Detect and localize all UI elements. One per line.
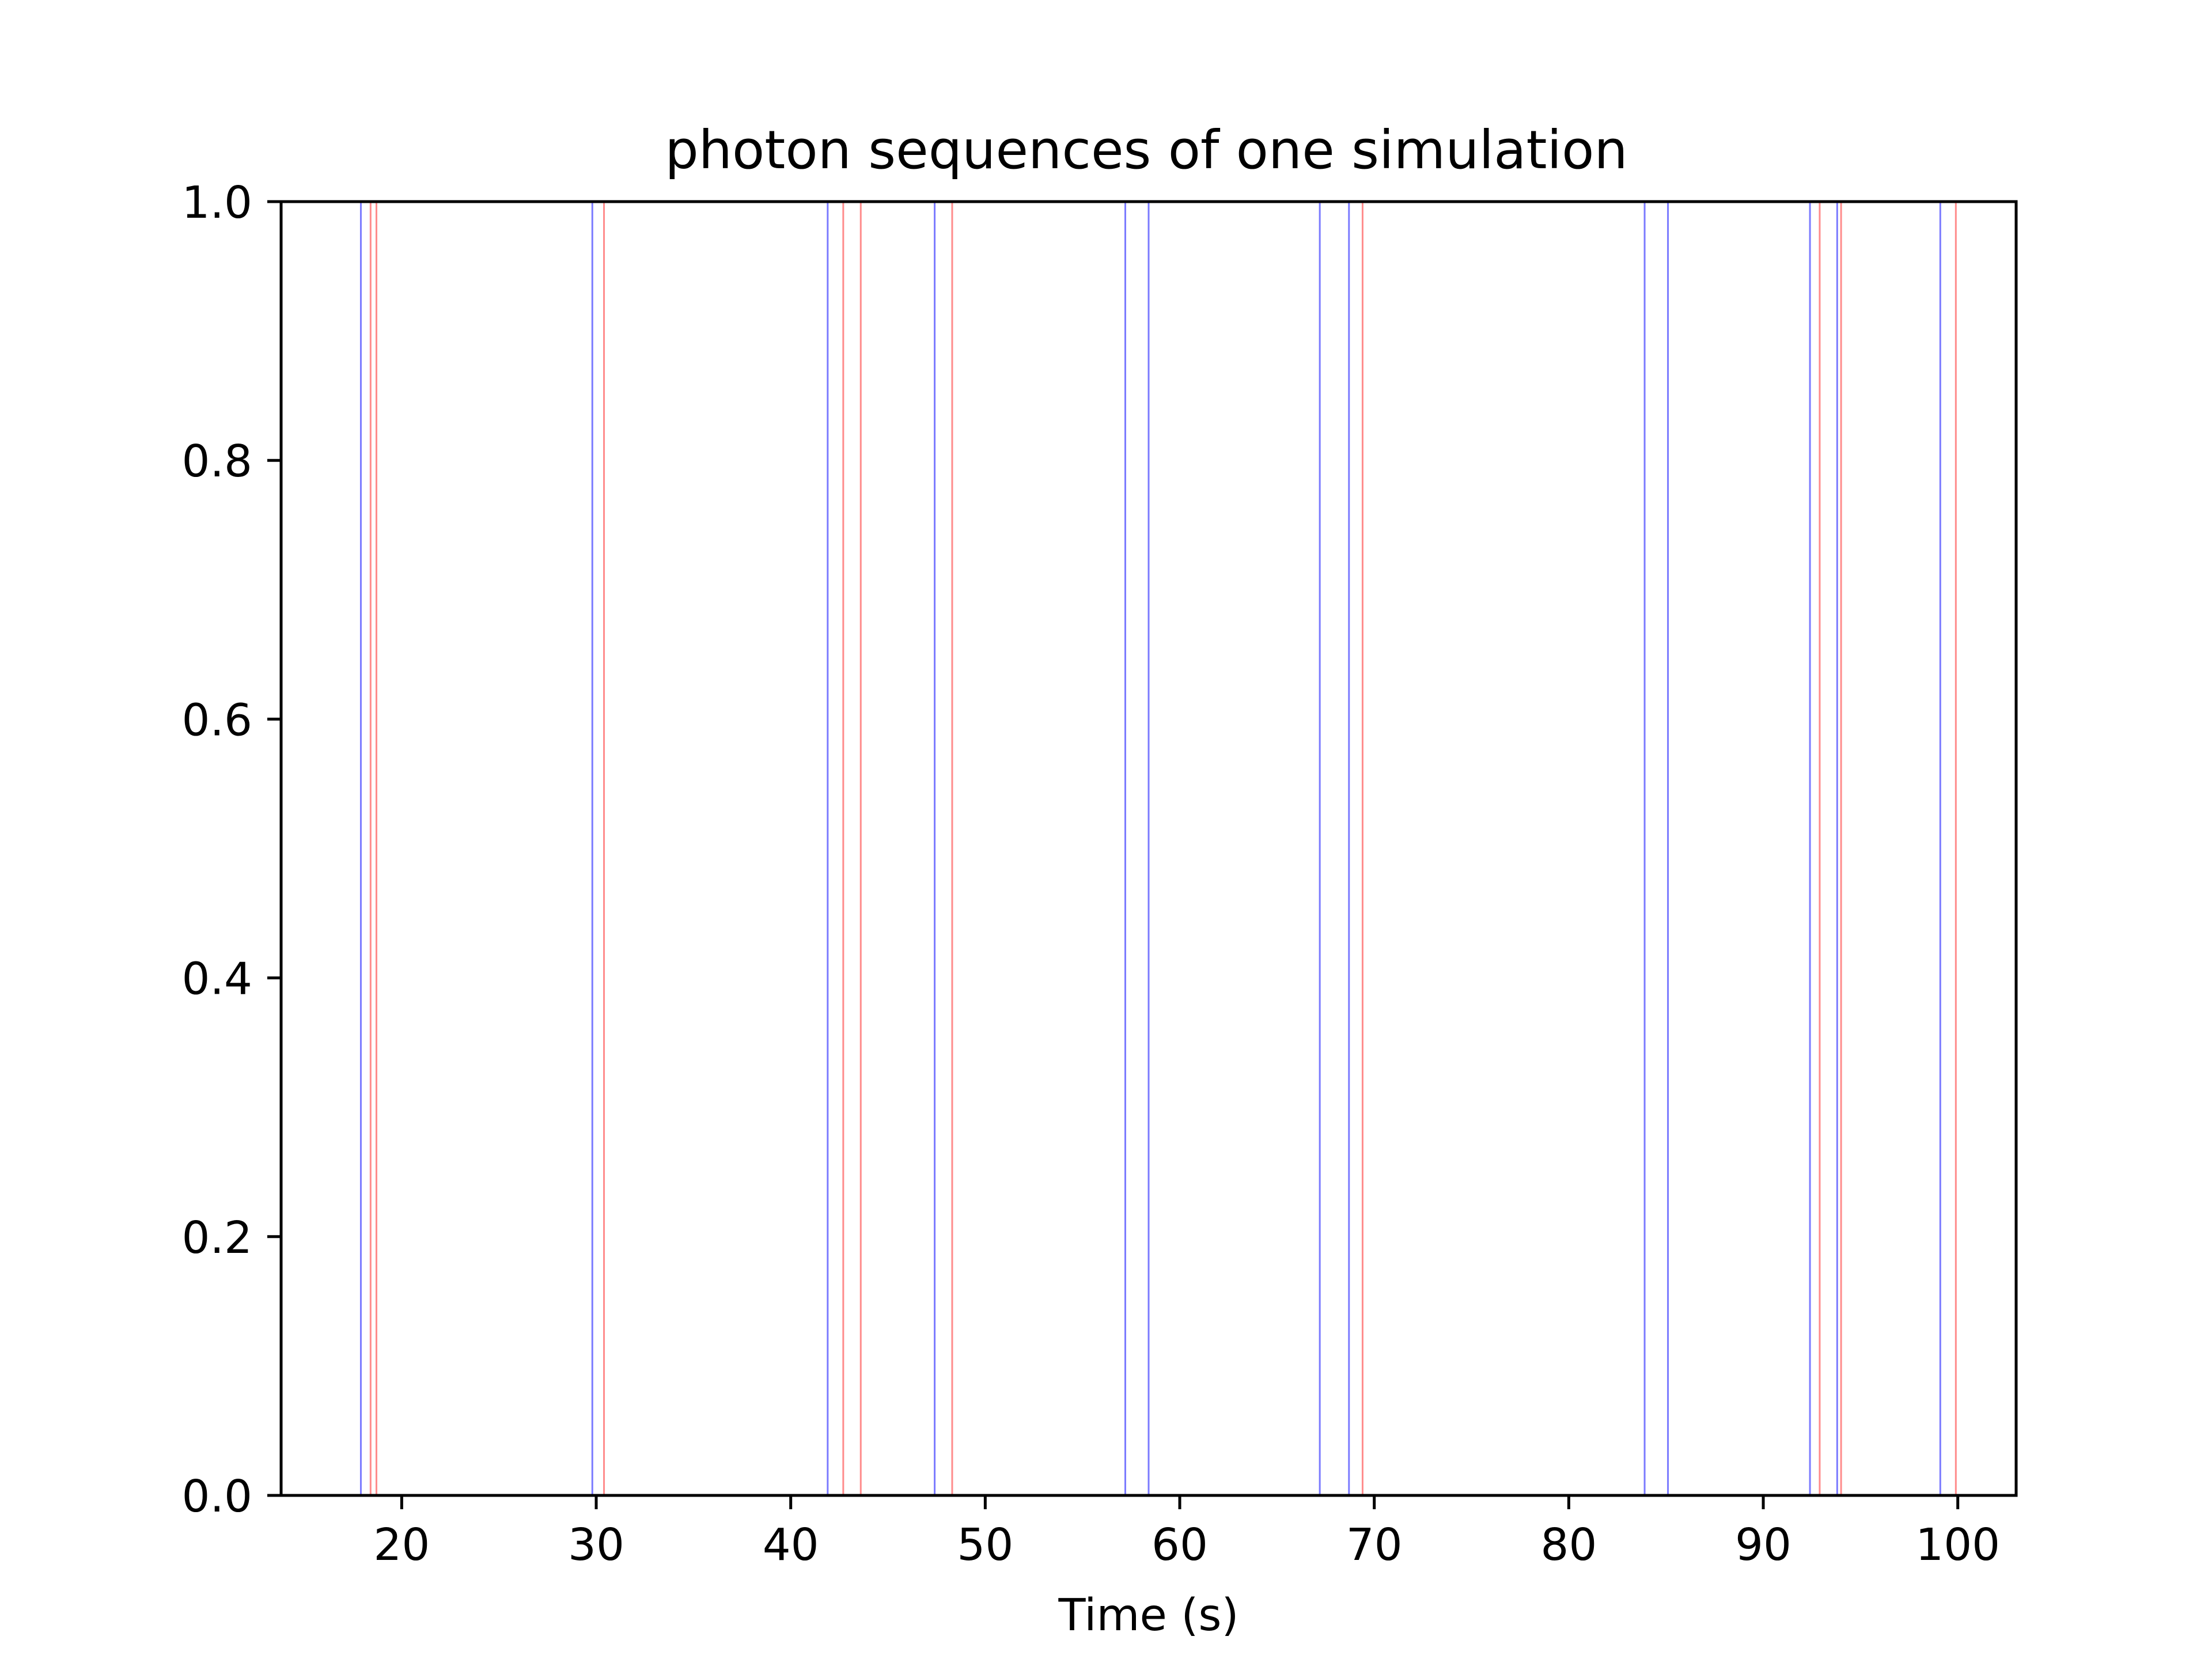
y-tick-label: 0.2 bbox=[182, 1213, 252, 1264]
y-tick-label: 0.4 bbox=[182, 954, 252, 1005]
y-tick-label: 0.0 bbox=[182, 1471, 252, 1522]
x-tick-label: 90 bbox=[1735, 1520, 1791, 1571]
x-tick-label: 20 bbox=[373, 1520, 430, 1571]
x-tick-label: 70 bbox=[1346, 1520, 1403, 1571]
y-tick-label: 1.0 bbox=[182, 177, 252, 229]
y-tick-label: 0.6 bbox=[182, 695, 252, 746]
y-axis-ticks: 0.0 0.2 0.4 0.6 0.8 1.0 bbox=[182, 177, 281, 1522]
x-tick-label: 50 bbox=[957, 1520, 1013, 1571]
event-lines bbox=[359, 202, 1957, 1495]
x-tick-label: 30 bbox=[568, 1520, 624, 1571]
x-axis-label: Time (s) bbox=[1058, 1590, 1238, 1641]
x-tick-label: 40 bbox=[763, 1520, 819, 1571]
x-axis-ticks: 20 30 40 50 60 70 80 90 100 bbox=[373, 1495, 2000, 1571]
plot-frame bbox=[279, 200, 2018, 1497]
x-tick-label: 100 bbox=[1915, 1520, 2000, 1571]
chart-title: photon sequences of one simulation bbox=[665, 119, 1627, 181]
x-tick-label: 80 bbox=[1540, 1520, 1597, 1571]
x-tick-label: 60 bbox=[1152, 1520, 1208, 1571]
y-tick-label: 0.8 bbox=[182, 436, 252, 487]
